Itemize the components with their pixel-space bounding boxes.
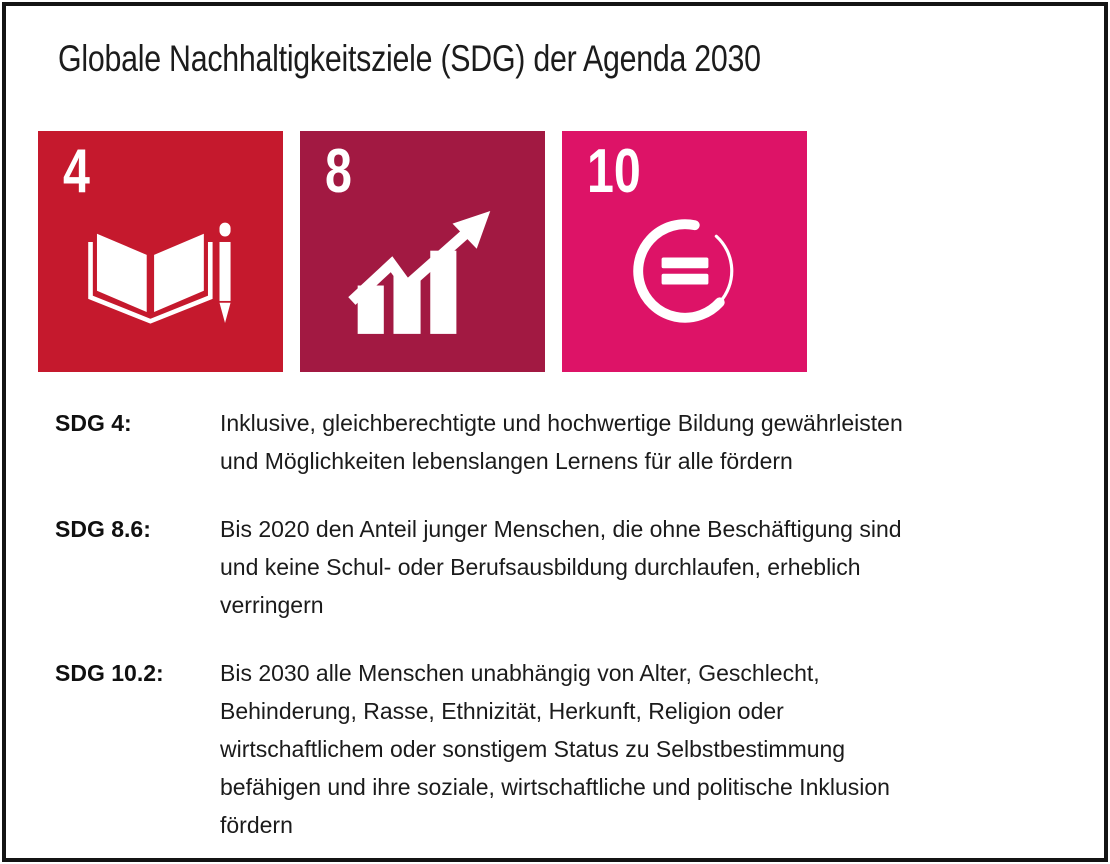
goal-text-sdg4: Inklusive, gleichberechtigte und hochwer… bbox=[220, 404, 903, 480]
sdg10-tile-number: 10 bbox=[587, 137, 641, 206]
goal-row-sdg10-2: SDG 10.2: Bis 2030 alle Menschen unabhän… bbox=[55, 654, 1065, 844]
growth-chart-arrow-icon bbox=[347, 210, 490, 334]
goal-text-line: Inklusive, gleichberechtigte und hochwer… bbox=[220, 410, 903, 436]
sdg4-tile-number: 4 bbox=[63, 137, 90, 206]
goal-text-line: und Möglichkeiten lebenslangen Lernens f… bbox=[220, 448, 793, 474]
page-title: Globale Nachhaltigkeitsziele (SDG) der A… bbox=[58, 38, 761, 79]
goal-text-line: verringern bbox=[220, 592, 324, 618]
open-book-pencil-icon bbox=[87, 222, 231, 324]
sdg-tiles-row: 4 8 10 bbox=[38, 131, 807, 372]
goal-text-sdg10-2: Bis 2030 alle Menschen unabhängig von Al… bbox=[220, 654, 890, 844]
goal-text-line: fördern bbox=[220, 812, 293, 838]
sdg8-tile-number: 8 bbox=[325, 137, 352, 206]
goal-label-sdg8-6: SDG 8.6: bbox=[55, 516, 151, 542]
sdg4-tile: 4 bbox=[38, 131, 283, 372]
goal-text-line: und keine Schul- oder Berufsausbildung d… bbox=[220, 554, 861, 580]
goal-text-line: Behinderung, Rasse, Ethnizität, Herkunft… bbox=[220, 698, 784, 724]
goal-row-sdg4: SDG 4: Inklusive, gleichberechtigte und … bbox=[55, 404, 1065, 480]
goal-label-sdg10-2: SDG 10.2: bbox=[55, 660, 164, 686]
goal-text-line: Bis 2030 alle Menschen unabhängig von Al… bbox=[220, 660, 820, 686]
goal-text-line: Bis 2020 den Anteil junger Menschen, die… bbox=[220, 516, 902, 542]
goal-text-line: befähigen und ihre soziale, wirtschaftli… bbox=[220, 774, 890, 800]
sdg-goals-list: SDG 4: Inklusive, gleichberechtigte und … bbox=[55, 404, 1065, 864]
equality-circle-icon bbox=[632, 219, 733, 323]
goal-label-sdg4: SDG 4: bbox=[55, 410, 132, 436]
sdg10-tile: 10 bbox=[562, 131, 807, 372]
goal-text-sdg8-6: Bis 2020 den Anteil junger Menschen, die… bbox=[220, 510, 902, 624]
goal-text-line: wirtschaftlichem oder sonstigem Status z… bbox=[220, 736, 846, 762]
sdg8-tile: 8 bbox=[300, 131, 545, 372]
goal-row-sdg8-6: SDG 8.6: Bis 2020 den Anteil junger Mens… bbox=[55, 510, 1065, 624]
